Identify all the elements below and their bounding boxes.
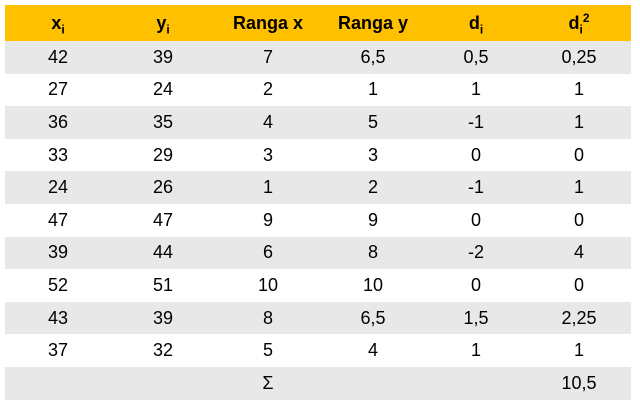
cell-x-value: 42 [5, 41, 111, 74]
cell-d-value: 0 [425, 269, 527, 302]
table-row: 27 24 2 1 1 1 [5, 73, 631, 107]
cell-d-squared: 0 [527, 203, 631, 237]
cell-y-value: 29 [111, 138, 215, 172]
cell-d-value: 0,5 [425, 41, 527, 74]
header-y: yi [111, 5, 215, 41]
table-row: 39 44 6 8 -2 4 [5, 236, 631, 270]
cell-d-squared: 4 [527, 236, 631, 270]
cell-d-value: 1 [425, 334, 527, 367]
cell-rank-y: 6,5 [321, 301, 425, 335]
cell-d-value: 1 [425, 73, 527, 107]
cell-y-value: 26 [111, 171, 215, 204]
cell-x-value: 33 [5, 138, 111, 172]
cell-d-value: 0 [425, 203, 527, 237]
cell-d-value: 1,5 [425, 301, 527, 335]
cell-rank-y: 4 [321, 334, 425, 367]
sum-symbol: Σ [215, 366, 321, 400]
header-rank-x: Ranga x [215, 5, 321, 41]
cell-d-value: -1 [425, 171, 527, 204]
cell-rank-y: 3 [321, 138, 425, 172]
cell-d-value: 0 [425, 138, 527, 172]
header-row: xi yi Ranga x Ranga y di di2 [5, 5, 631, 41]
sum-cell-empty [321, 366, 425, 400]
table-row: 36 35 4 5 -1 1 [5, 106, 631, 139]
cell-y-value: 39 [111, 301, 215, 335]
cell-d-squared: 0 [527, 269, 631, 302]
table-row: 42 39 7 6,5 0,5 0,25 [5, 41, 631, 74]
cell-d-squared: 0 [527, 138, 631, 172]
cell-y-value: 51 [111, 269, 215, 302]
cell-d-squared: 1 [527, 334, 631, 367]
sum-cell-empty [111, 366, 215, 400]
cell-rank-y: 6,5 [321, 41, 425, 74]
cell-rank-x: 4 [215, 106, 321, 139]
sum-cell-empty [425, 366, 527, 400]
cell-x-value: 24 [5, 171, 111, 204]
cell-y-value: 39 [111, 41, 215, 74]
cell-x-value: 52 [5, 269, 111, 302]
cell-rank-x: 2 [215, 73, 321, 107]
cell-rank-x: 7 [215, 41, 321, 74]
rank-correlation-table: xi yi Ranga x Ranga y di di2 42 39 7 6,5 0,5… [5, 5, 631, 400]
rank-correlation-table-container: xi yi Ranga x Ranga y di di2 42 39 7 6,5 0,5… [5, 5, 631, 400]
cell-rank-x: 3 [215, 138, 321, 172]
header-x: xi [5, 5, 111, 41]
cell-d-value: -2 [425, 236, 527, 270]
cell-x-value: 47 [5, 203, 111, 237]
cell-d-value: -1 [425, 106, 527, 139]
cell-x-value: 43 [5, 301, 111, 335]
cell-rank-x: 6 [215, 236, 321, 270]
cell-x-value: 39 [5, 236, 111, 270]
header-d: di [425, 5, 527, 41]
table-header: xi yi Ranga x Ranga y di di2 [5, 5, 631, 41]
sum-total: 10,5 [527, 366, 631, 400]
cell-y-value: 32 [111, 334, 215, 367]
cell-rank-x: 10 [215, 269, 321, 302]
table-body: 42 39 7 6,5 0,5 0,25 27 24 2 1 1 1 36 35 4 5 -1 1 33 29 3 3 0 0… [5, 41, 631, 400]
table-row: 47 47 9 9 0 0 [5, 203, 631, 237]
cell-x-value: 27 [5, 73, 111, 107]
cell-x-value: 36 [5, 106, 111, 139]
table-row: 37 32 5 4 1 1 [5, 334, 631, 367]
cell-rank-x: 1 [215, 171, 321, 204]
sum-row: Σ 10,5 [5, 366, 631, 400]
header-d-squared: di2 [527, 5, 631, 41]
cell-rank-y: 8 [321, 236, 425, 270]
table-row: 43 39 8 6,5 1,5 2,25 [5, 301, 631, 335]
table-row: 52 51 10 10 0 0 [5, 269, 631, 302]
header-rank-y: Ranga y [321, 5, 425, 41]
cell-rank-x: 5 [215, 334, 321, 367]
table-row: 33 29 3 3 0 0 [5, 138, 631, 172]
cell-d-squared: 1 [527, 73, 631, 107]
cell-rank-y: 9 [321, 203, 425, 237]
cell-d-squared: 1 [527, 106, 631, 139]
cell-y-value: 35 [111, 106, 215, 139]
cell-d-squared: 1 [527, 171, 631, 204]
cell-rank-x: 8 [215, 301, 321, 335]
cell-d-squared: 2,25 [527, 301, 631, 335]
cell-y-value: 24 [111, 73, 215, 107]
cell-rank-y: 10 [321, 269, 425, 302]
sum-cell-empty [5, 366, 111, 400]
cell-y-value: 44 [111, 236, 215, 270]
cell-d-squared: 0,25 [527, 41, 631, 74]
cell-rank-y: 5 [321, 106, 425, 139]
table-row: 24 26 1 2 -1 1 [5, 171, 631, 204]
cell-rank-y: 2 [321, 171, 425, 204]
cell-rank-x: 9 [215, 203, 321, 237]
cell-rank-y: 1 [321, 73, 425, 107]
cell-x-value: 37 [5, 334, 111, 367]
cell-y-value: 47 [111, 203, 215, 237]
